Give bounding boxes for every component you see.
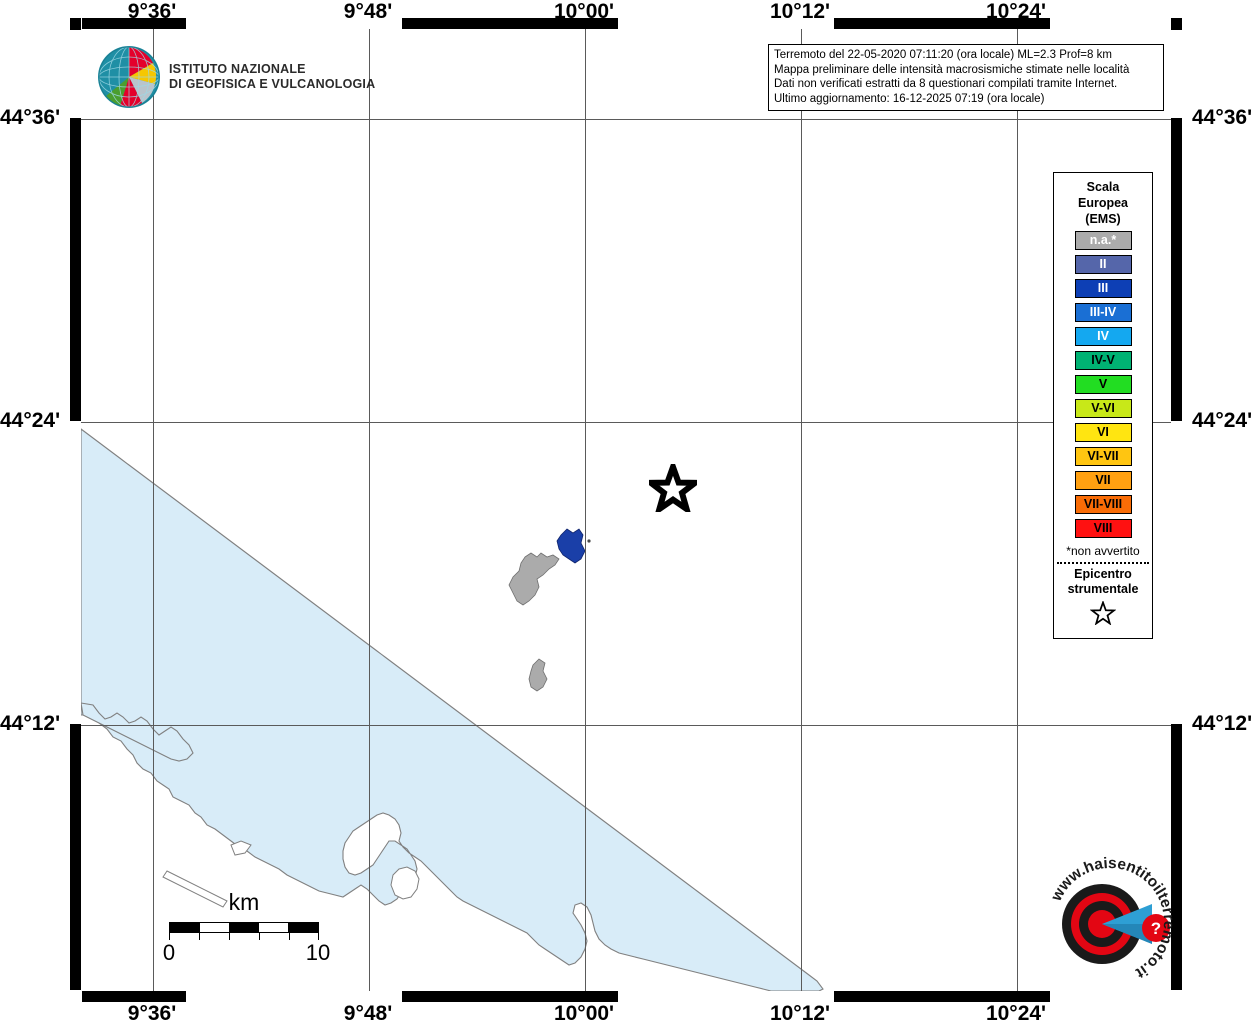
legend-footnote: *non avvertito bbox=[1066, 544, 1140, 558]
ingv-logo-line1: ISTITUTO NAZIONALE bbox=[169, 62, 306, 76]
gridline-lat-44-24 bbox=[81, 422, 1171, 423]
hsit-badge-text: ? bbox=[1151, 919, 1161, 938]
locality-polygon-na-2 bbox=[528, 658, 548, 692]
event-info-box: Terremoto del 22-05-2020 07:11:20 (ora l… bbox=[768, 44, 1164, 112]
legend-swatch-iii-iv[interactable]: III-IV bbox=[1074, 303, 1132, 322]
gridline-lon-10-24 bbox=[1017, 29, 1018, 991]
legend-epicenter-title-0: Epicentro bbox=[1074, 567, 1132, 581]
water-body-main bbox=[81, 428, 824, 991]
legend-swatch-iv-v[interactable]: IV-V bbox=[1074, 351, 1132, 370]
lon-label-bottom-4: 10°24' bbox=[985, 1002, 1047, 1025]
legend-swatch-vii-viii[interactable]: VII-VIII bbox=[1074, 495, 1132, 514]
legend-swatch-list: n.a.* II III III-IV IV IV-V V V-VI VI VI… bbox=[1054, 231, 1152, 538]
legend-swatch-v[interactable]: V bbox=[1074, 375, 1132, 394]
scale-bar-unit-label: km bbox=[228, 889, 260, 915]
scale-bar-labels: 0 10 bbox=[163, 940, 330, 966]
frame-band-bottom bbox=[70, 991, 1182, 1002]
scale-bar-max-label: 10 bbox=[305, 940, 331, 965]
coastline-upper bbox=[81, 702, 194, 762]
gridline-lon-9-48 bbox=[369, 29, 370, 991]
legend-swatch-vii[interactable]: VII bbox=[1074, 471, 1132, 490]
frame-band-top bbox=[70, 18, 1182, 29]
legend-title-line-0: Scala bbox=[1086, 180, 1120, 194]
scale-bar: km 0 10 bbox=[163, 889, 330, 966]
legend-swatch-ii[interactable]: II bbox=[1074, 255, 1132, 274]
lat-label-left-2: 44°12' bbox=[0, 712, 61, 735]
scale-bar-min-label: 0 bbox=[162, 940, 176, 965]
lon-label-top-0: 9°36' bbox=[127, 0, 177, 23]
frame-band-left bbox=[70, 18, 81, 1002]
ingv-globe-icon bbox=[98, 46, 160, 108]
locality-polygon-na-1 bbox=[508, 552, 560, 606]
lon-label-top-1: 9°48' bbox=[343, 0, 393, 23]
legend-swatch-v-vi[interactable]: V-VI bbox=[1074, 399, 1132, 418]
geography-layer bbox=[81, 428, 824, 991]
lat-label-right-1: 44°24' bbox=[1192, 409, 1253, 432]
lat-label-right-0: 44°36' bbox=[1192, 106, 1253, 129]
gridline-lon-10-12 bbox=[801, 29, 802, 991]
intensity-legend: Scala Europea (EMS) n.a.* II III III-IV … bbox=[1053, 172, 1153, 639]
water-spit bbox=[230, 840, 252, 856]
lon-label-bottom-1: 9°48' bbox=[343, 1002, 393, 1025]
water-narrow-strip bbox=[162, 870, 228, 908]
lon-label-bottom-2: 10°00' bbox=[553, 1002, 615, 1025]
gridline-lat-44-12 bbox=[81, 725, 1171, 726]
gridline-lon-10-00 bbox=[585, 29, 586, 991]
ingv-logo-line2: DI GEOFISICA E VULCANOLOGIA bbox=[169, 77, 376, 91]
lat-label-left-1: 44°24' bbox=[0, 409, 61, 432]
water-inlet-island bbox=[390, 866, 420, 900]
gridline-lat-44-36 bbox=[81, 119, 1171, 120]
legend-star-icon bbox=[1054, 599, 1152, 630]
scale-bar-ticks bbox=[169, 933, 319, 940]
legend-swatch-vi[interactable]: VI bbox=[1074, 423, 1132, 442]
info-line-2: Dati non verificati estratti da 8 questi… bbox=[774, 78, 1118, 91]
legend-divider bbox=[1057, 562, 1149, 564]
info-line-0: Terremoto del 22-05-2020 07:11:20 (ora l… bbox=[774, 49, 1112, 61]
info-line-1: Mappa preliminare delle intensità macros… bbox=[774, 63, 1130, 76]
frame-band-right bbox=[1171, 18, 1182, 1002]
legend-title-line-1: Europea bbox=[1077, 196, 1128, 210]
locality-polygon-iii bbox=[556, 528, 586, 564]
epicenter-star-icon[interactable] bbox=[649, 464, 697, 512]
lon-label-bottom-3: 10°12' bbox=[769, 1002, 831, 1025]
lon-label-top-2: 10°00' bbox=[553, 0, 615, 23]
locality-point-small bbox=[587, 539, 591, 543]
legend-swatch-vi-vii[interactable]: VI-VII bbox=[1074, 447, 1132, 466]
scale-bar-segments bbox=[169, 922, 319, 933]
legend-swatch-na[interactable]: n.a.* bbox=[1074, 231, 1132, 250]
legend-title-line-2: (EMS) bbox=[1085, 212, 1121, 226]
gridline-lon-9-36 bbox=[153, 29, 154, 991]
legend-epicenter-title-1: strumentale bbox=[1067, 582, 1139, 596]
lat-label-left-0: 44°36' bbox=[0, 106, 61, 129]
info-line-3: Ultimo aggiornamento: 16-12-2025 07:19 (… bbox=[774, 92, 1045, 105]
lon-label-top-4: 10°24' bbox=[985, 0, 1047, 23]
legend-swatch-iii[interactable]: III bbox=[1074, 279, 1132, 298]
ingv-logo: ISTITUTO NAZIONALE DI GEOFISICA E VULCAN… bbox=[98, 44, 375, 110]
lon-label-top-3: 10°12' bbox=[769, 0, 831, 23]
legend-swatch-iv[interactable]: IV bbox=[1074, 327, 1132, 346]
hsit-logo[interactable]: ? www.haisentitoilterremoto.it bbox=[1040, 852, 1180, 992]
lat-label-right-2: 44°12' bbox=[1192, 712, 1253, 735]
map-canvas[interactable]: km 0 10 bbox=[80, 28, 1172, 992]
legend-swatch-viii[interactable]: VIII bbox=[1074, 519, 1132, 538]
lon-label-bottom-0: 9°36' bbox=[127, 1002, 177, 1025]
